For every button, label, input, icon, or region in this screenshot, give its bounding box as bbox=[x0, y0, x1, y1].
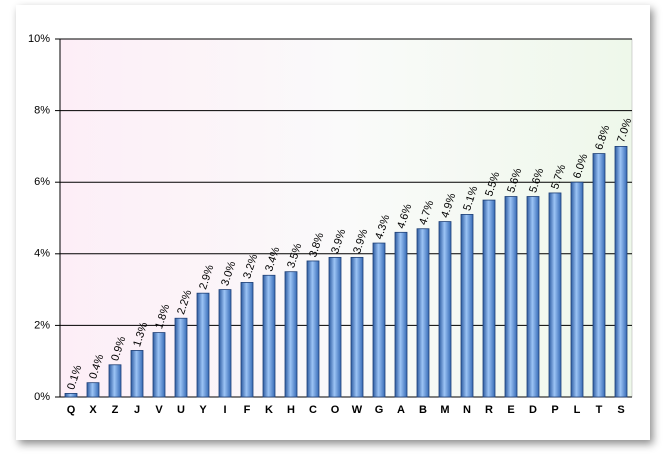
x-tick-label: G bbox=[375, 404, 384, 416]
x-tick-label: H bbox=[287, 404, 295, 416]
x-tick-label: N bbox=[463, 404, 471, 416]
x-tick-label: D bbox=[529, 404, 537, 416]
x-tick-label: L bbox=[574, 404, 581, 416]
x-tick-label: F bbox=[244, 404, 251, 416]
x-tick-label: Z bbox=[112, 404, 119, 416]
bar bbox=[482, 199, 496, 398]
plot-area bbox=[59, 38, 633, 398]
x-tick-label: U bbox=[177, 404, 185, 416]
bar bbox=[504, 196, 518, 398]
y-tick-label: 0% bbox=[34, 391, 50, 403]
bar bbox=[108, 364, 122, 398]
bar bbox=[438, 221, 452, 398]
bar bbox=[614, 145, 628, 398]
bar bbox=[240, 282, 254, 398]
bar bbox=[174, 317, 188, 398]
bar bbox=[592, 153, 606, 398]
bar bbox=[284, 271, 298, 398]
x-tick-label: O bbox=[331, 404, 340, 416]
x-tick-label: Y bbox=[199, 404, 207, 416]
bar bbox=[416, 228, 430, 398]
bar bbox=[130, 350, 144, 398]
x-tick-label: W bbox=[352, 404, 363, 416]
x-tick-label: K bbox=[265, 404, 273, 416]
bar bbox=[218, 289, 232, 398]
x-tick-label: I bbox=[223, 404, 226, 416]
y-tick-label: 8% bbox=[34, 105, 50, 117]
x-tick-label: E bbox=[507, 404, 514, 416]
y-tick-label: 2% bbox=[34, 319, 50, 331]
x-tick-label: J bbox=[134, 404, 140, 416]
y-tick-label: 10% bbox=[28, 33, 50, 45]
x-tick-label: C bbox=[309, 404, 317, 416]
bar bbox=[86, 382, 100, 398]
x-tick-label: S bbox=[617, 404, 624, 416]
bar bbox=[394, 231, 408, 398]
bar bbox=[262, 274, 276, 398]
x-tick-label: Q bbox=[67, 404, 76, 416]
x-tick-label: B bbox=[419, 404, 427, 416]
bar bbox=[372, 242, 386, 398]
y-tick-label: 4% bbox=[34, 248, 50, 260]
bar bbox=[306, 260, 320, 398]
bar bbox=[460, 214, 474, 398]
bar bbox=[196, 292, 210, 398]
bar bbox=[570, 181, 584, 398]
bar bbox=[328, 256, 342, 398]
x-tick-label: A bbox=[397, 404, 405, 416]
bar bbox=[526, 196, 540, 398]
x-tick-label: X bbox=[89, 404, 97, 416]
x-tick-label: M bbox=[440, 404, 449, 416]
x-tick-label: R bbox=[485, 404, 493, 416]
bar bbox=[548, 192, 562, 398]
x-tick-label: P bbox=[551, 404, 558, 416]
x-tick-label: T bbox=[596, 404, 603, 416]
bar bbox=[64, 393, 78, 398]
x-tick-label: V bbox=[155, 404, 163, 416]
y-tick-label: 6% bbox=[34, 176, 50, 188]
bar bbox=[350, 256, 364, 398]
bar bbox=[152, 332, 166, 398]
